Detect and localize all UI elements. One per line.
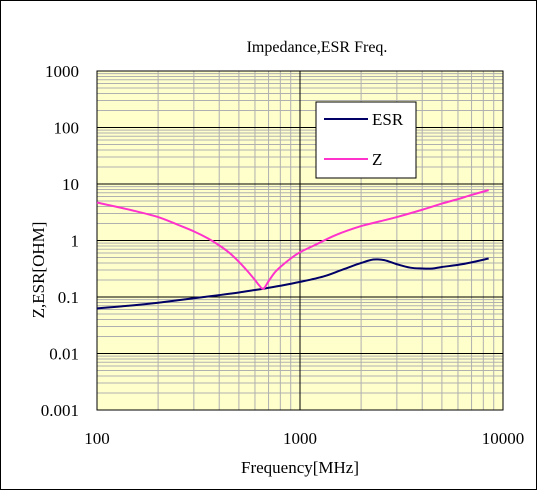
y-tick-labels: 0.001 0.01 0.1 1 10 100 1000	[41, 62, 79, 420]
y-tick-label: 0.1	[58, 288, 79, 307]
series-layer	[96, 189, 489, 310]
y-tick-label: 0.01	[49, 345, 79, 364]
y-tick-label: 1000	[45, 62, 79, 81]
series-line-z	[96, 189, 489, 290]
x-tick-label: 10000	[482, 429, 525, 448]
series-line-esr	[96, 257, 489, 310]
y-tick-label: 10	[62, 175, 79, 194]
chart-title: Impedance,ESR Freq.	[247, 39, 388, 56]
x-tick-labels: 100 1000 10000	[84, 429, 524, 448]
legend-label-z: Z	[372, 150, 382, 169]
legend-label-esr: ESR	[372, 110, 404, 129]
y-tick-label: 0.001	[41, 401, 79, 420]
x-tick-label: 100	[84, 429, 110, 448]
y-axis-label: Z,ESR[OHM]	[29, 222, 48, 319]
y-tick-label: 100	[54, 119, 80, 138]
y-tick-label: 1	[71, 232, 80, 251]
legend: ESR Z	[315, 101, 417, 179]
x-tick-label: 1000	[283, 429, 317, 448]
plot-area-border	[96, 70, 504, 411]
x-axis-label: Frequency[MHz]	[241, 458, 359, 477]
legend-box	[315, 101, 417, 179]
